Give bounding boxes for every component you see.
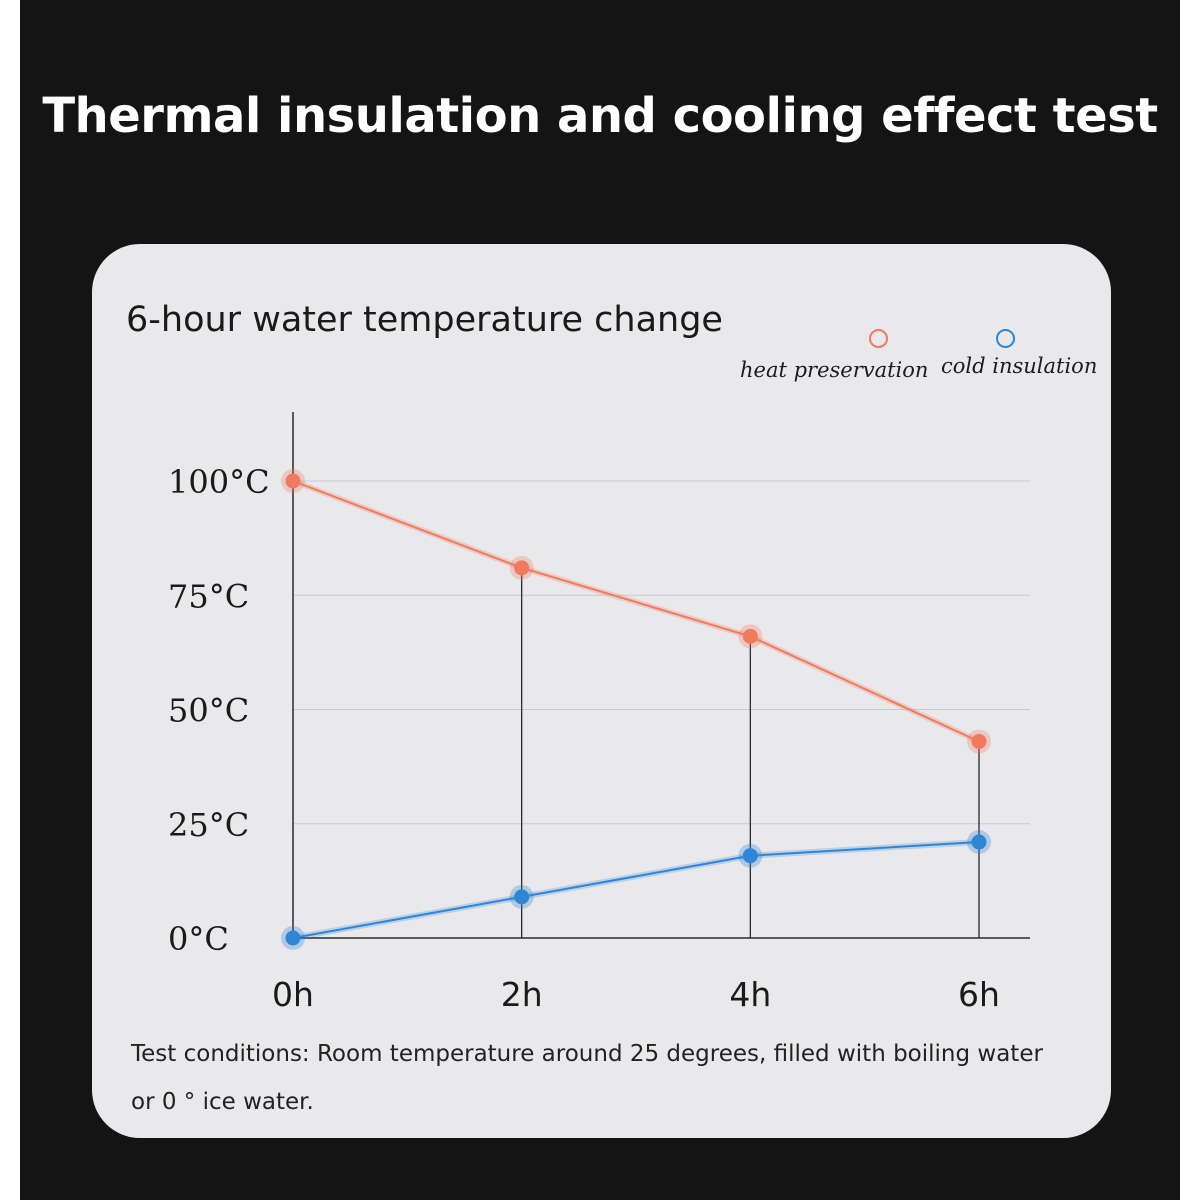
series-line-glow: [292, 839, 980, 941]
x-tick-label: 2h: [501, 975, 543, 1014]
y-tick-label: 100°C: [168, 463, 270, 501]
data-point: [514, 560, 530, 576]
chart-card: [92, 244, 1111, 1138]
legend-cold-label: cold insulation: [941, 354, 1098, 378]
data-point: [742, 628, 758, 644]
axes: [292, 412, 1030, 939]
data-point: [971, 733, 987, 749]
legend-cold-marker-icon: [996, 329, 1015, 348]
data-point: [971, 834, 987, 850]
series-line: [292, 480, 980, 743]
grid-lines: [293, 480, 1030, 825]
x-tick-label: 4h: [729, 975, 771, 1014]
test-conditions-note: Test conditions: Room temperature around…: [131, 1041, 1043, 1115]
series-line: [292, 841, 980, 939]
x-tick-label: 6h: [958, 975, 1000, 1014]
y-tick-label: 50°C: [168, 692, 249, 730]
y-tick-label: 25°C: [168, 806, 249, 844]
data-point: [285, 930, 301, 946]
legend-heat-label: heat preservation: [740, 358, 929, 382]
data-point: [285, 473, 301, 489]
x-tick-labels: 0h 2h 4h 6h: [272, 975, 1000, 1014]
y-tick-label: 75°C: [168, 577, 249, 615]
series-lines: [291, 478, 981, 941]
data-point: [742, 848, 758, 864]
x-tick-label: 0h: [272, 975, 314, 1014]
data-point: [514, 889, 530, 905]
y-tick-label: 0°C: [168, 920, 229, 958]
chart-title: 6-hour water temperature change: [126, 300, 723, 340]
data-points: [281, 469, 991, 950]
legend-heat-marker-icon: [869, 329, 888, 348]
y-tick-labels: 0°C 25°C 50°C 75°C 100°C: [168, 463, 270, 958]
page-title: Thermal insulation and cooling effect te…: [42, 88, 1158, 144]
